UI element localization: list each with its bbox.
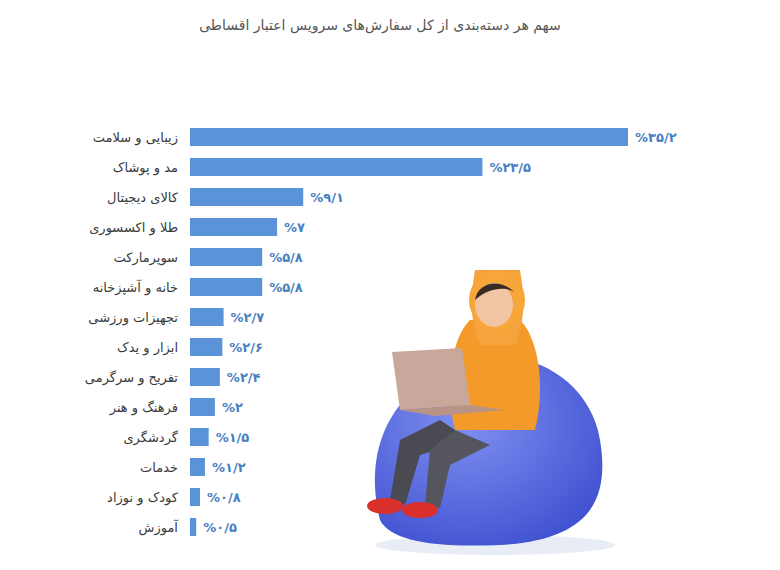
bar <box>190 368 220 386</box>
category-label: سوپرمارکت <box>113 250 178 266</box>
bar <box>190 398 215 416</box>
category-label: گردشگری <box>123 430 178 446</box>
bar <box>190 158 482 176</box>
bar <box>190 218 277 236</box>
chart-root: سهم هر دسته‌بندی از کل سفارش‌های سرویس ا… <box>0 0 780 570</box>
data-label: %۹/۱ <box>310 190 344 205</box>
bar <box>190 278 262 296</box>
shoe <box>402 502 438 518</box>
data-label: %۲۳/۵ <box>489 160 531 175</box>
category-label: ابزار و یدک <box>117 340 178 356</box>
data-label: %۵/۸ <box>269 250 303 265</box>
category-label: خدمات <box>140 460 178 475</box>
title: سهم هر دسته‌بندی از کل سفارش‌های سرویس ا… <box>199 17 561 34</box>
bar <box>190 338 222 356</box>
category-label: فرهنگ و هنر <box>109 400 178 416</box>
data-label: %۱/۵ <box>216 430 250 445</box>
category-label: تفریح و سرگرمی <box>85 370 179 386</box>
category-label: کالای دیجیتال <box>107 190 179 205</box>
laptop-base <box>400 405 505 416</box>
data-label: %۳۵/۲ <box>635 130 677 145</box>
hair <box>475 284 514 300</box>
shoe <box>367 498 403 514</box>
bar <box>190 518 196 536</box>
category-label: خانه و آشپزخانه <box>93 279 178 296</box>
bar <box>190 458 205 476</box>
bar <box>190 428 209 446</box>
category-labels: زیبایی و سلامت مد و پوشاک کالای دیجیتال طلا… <box>85 130 180 536</box>
face <box>475 283 513 327</box>
data-label: %۱/۲ <box>212 460 246 475</box>
data-label: %۵/۸ <box>269 280 303 295</box>
headscarf <box>469 270 525 330</box>
chart: سهم هر دسته‌بندی از کل سفارش‌های سرویس ا… <box>0 0 780 570</box>
data-label: %۰/۵ <box>203 520 237 535</box>
category-label: تجهیزات ورزشی <box>88 310 178 326</box>
laptop-screen <box>392 348 470 410</box>
category-label: آموزش <box>139 519 180 536</box>
bar <box>190 128 628 146</box>
bar <box>190 488 200 506</box>
bar <box>190 188 303 206</box>
bar <box>190 248 262 266</box>
data-label: %۲/۴ <box>227 370 261 385</box>
category-label: مد و پوشاک <box>113 160 178 176</box>
data-label: %۲/۷ <box>231 310 265 325</box>
category-label: زیبایی و سلامت <box>93 130 178 146</box>
leg <box>425 430 490 508</box>
category-label: طلا و اکسسوری <box>89 220 178 236</box>
data-label: %۲/۶ <box>229 340 263 355</box>
data-label: %۲ <box>222 400 243 415</box>
data-labels: %۳۵/۲ %۲۳/۵ %۹/۱ %۷ %۵/۸ %۵/۸ %۲/۷ %۲/۶ %۲/۴ %۲ %۱… <box>203 130 676 535</box>
data-label: %۷ <box>284 220 305 235</box>
category-label: کودک و نوزاد <box>107 490 179 506</box>
illustration <box>367 270 615 555</box>
data-label: %۰/۸ <box>207 490 241 505</box>
bar <box>190 308 224 326</box>
bars <box>190 128 628 536</box>
